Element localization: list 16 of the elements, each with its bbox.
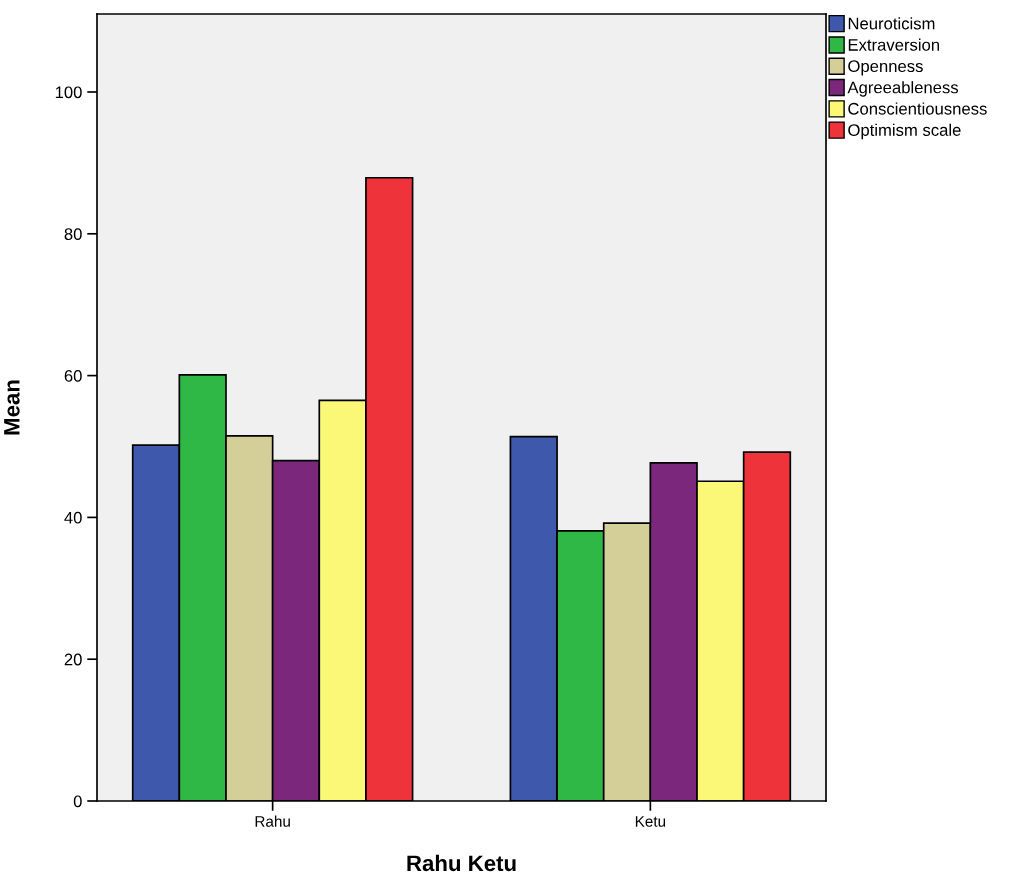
y-axis-title: Mean	[4, 380, 20, 435]
y-tick-label: 60	[64, 370, 82, 382]
legend-label: Agreeableness	[847, 81, 959, 97]
legend-label: Optimism scale	[848, 123, 961, 140]
y-tick-label: 40	[64, 511, 82, 524]
y-tick-label: 100	[55, 86, 82, 99]
y-tick-label: 20	[64, 653, 82, 666]
y-tick-label: 0	[73, 795, 82, 808]
x-tick-label: Rahu	[255, 815, 290, 827]
x-tick-label: Ketu	[635, 816, 666, 827]
x-axis-title: Rahu Ketu	[407, 854, 516, 872]
y-tick-label: 80	[64, 228, 82, 240]
legend-label: Extraversion	[848, 38, 939, 51]
legend-label: Conscientiousness	[848, 102, 987, 115]
legend-label: Neuroticism	[848, 17, 935, 30]
legend-label: Openness	[848, 60, 923, 76]
